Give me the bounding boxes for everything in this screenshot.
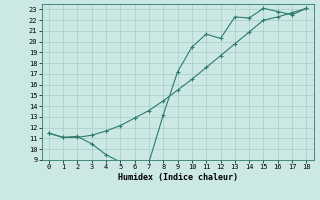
X-axis label: Humidex (Indice chaleur): Humidex (Indice chaleur) [118, 173, 237, 182]
